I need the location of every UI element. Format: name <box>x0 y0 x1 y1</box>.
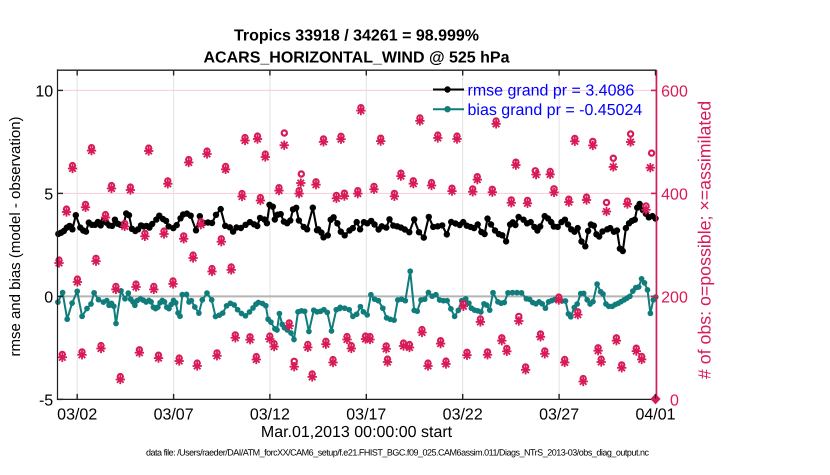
svg-text:03/17: 03/17 <box>346 406 386 423</box>
svg-text:data file: /Users/raeder/DAI/A: data file: /Users/raeder/DAI/ATM_forcXX/… <box>146 448 649 458</box>
svg-text:bias grand pr = -0.45024: bias grand pr = -0.45024 <box>468 102 643 119</box>
svg-text:0: 0 <box>670 392 679 409</box>
svg-text:04/01: 04/01 <box>635 406 675 423</box>
svg-text:rmse grand pr = 3.4086: rmse grand pr = 3.4086 <box>468 82 635 99</box>
svg-text:-5: -5 <box>39 392 53 409</box>
svg-text:600: 600 <box>661 83 688 100</box>
svg-text:5: 5 <box>44 186 53 203</box>
svg-text:03/07: 03/07 <box>154 406 194 423</box>
svg-text:# of obs: o=possible; ×=assimi: # of obs: o=possible; ×=assimilated <box>695 101 715 379</box>
svg-text:10: 10 <box>35 83 53 100</box>
svg-text:03/12: 03/12 <box>250 406 290 423</box>
svg-text:03/02: 03/02 <box>57 406 97 423</box>
svg-text:rmse and bias (model - observa: rmse and bias (model - observation) <box>7 116 24 356</box>
svg-text:Tropics 33918 / 34261 = 98.999: Tropics 33918 / 34261 = 98.999% <box>234 28 479 45</box>
svg-text:ACARS_HORIZONTAL_WIND @ 525 hP: ACARS_HORIZONTAL_WIND @ 525 hPa <box>203 50 509 67</box>
svg-text:03/22: 03/22 <box>443 406 483 423</box>
svg-text:0: 0 <box>44 289 53 306</box>
svg-text:Mar.01,2013 00:00:00 start: Mar.01,2013 00:00:00 start <box>261 424 453 441</box>
svg-text:200: 200 <box>661 289 688 306</box>
svg-text:400: 400 <box>661 186 688 203</box>
svg-text:03/27: 03/27 <box>539 406 579 423</box>
